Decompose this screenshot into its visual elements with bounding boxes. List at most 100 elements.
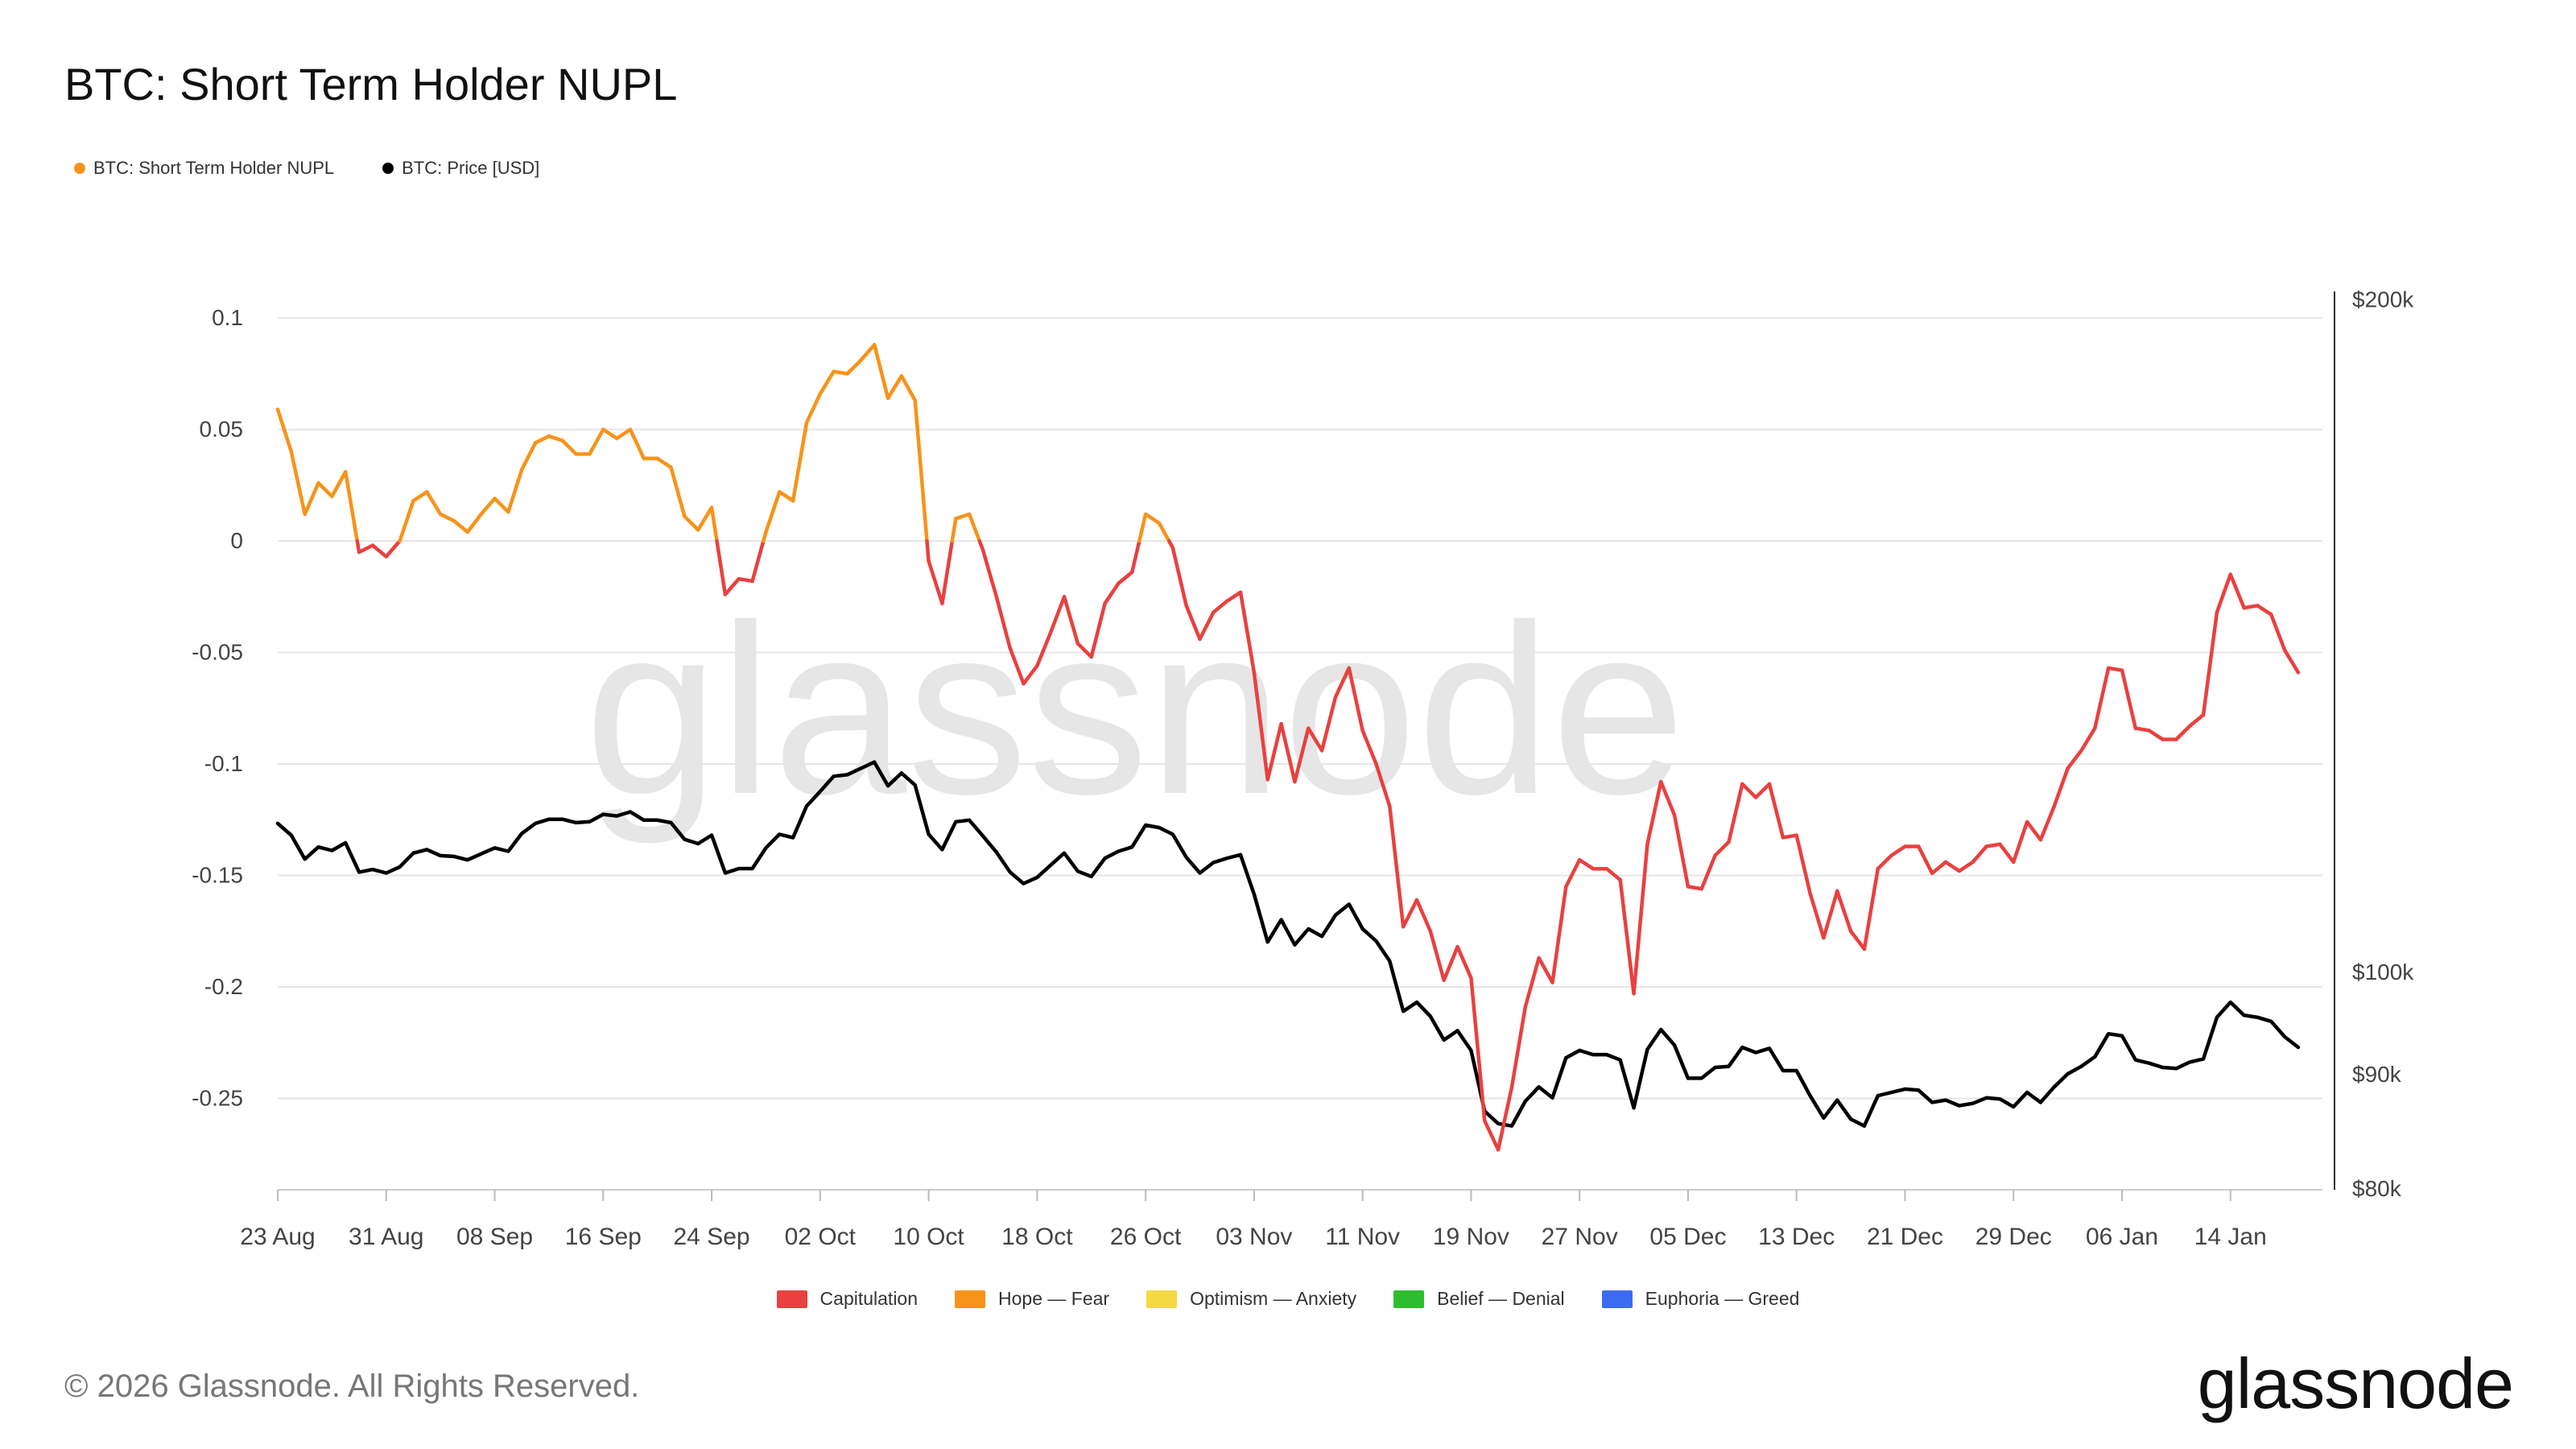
- nupl-segment: [1428, 929, 1446, 982]
- nupl-segment: [1632, 842, 1649, 996]
- nupl-segment: [1971, 844, 1988, 865]
- nupl-segment: [1130, 539, 1141, 575]
- nupl-segment: [994, 595, 1012, 650]
- nupl-segment: [1048, 595, 1067, 634]
- nupl-segment: [778, 489, 795, 503]
- nupl-segment: [1103, 581, 1121, 605]
- legend-item-price[interactable]: BTC: Price [USD]: [382, 158, 539, 179]
- watermark: glassnode: [584, 574, 1686, 846]
- legend-label-nupl: BTC: Short Term Holder NUPL: [93, 158, 335, 178]
- nupl-segment: [1998, 842, 2016, 865]
- nupl-segment: [2093, 666, 2111, 730]
- copyright-text: © 2026 Glassnode. All Rights Reserved.: [64, 1368, 640, 1404]
- nupl-segment: [1645, 779, 1663, 846]
- nupl-segment: [1483, 1118, 1501, 1152]
- nupl-segment: [1740, 782, 1758, 799]
- nupl-segment: [1713, 840, 1731, 857]
- nupl-segment: [1333, 666, 1352, 700]
- nupl-segment: [384, 539, 402, 559]
- nupl-segment: [832, 369, 849, 376]
- nupl-segment: [925, 539, 931, 564]
- nupl-segment: [696, 506, 714, 532]
- nupl-segment: [1862, 866, 1880, 952]
- legend-dot-nupl: [74, 163, 85, 174]
- nupl-segment: [2282, 648, 2301, 675]
- x-tick-label: 03 Nov: [1216, 1224, 1292, 1250]
- nupl-segment: [791, 420, 809, 503]
- y-left-tick-label: 0.1: [212, 305, 243, 330]
- nupl-segment: [2052, 766, 2070, 808]
- nupl-segment: [1727, 782, 1744, 844]
- nupl-segment: [1170, 546, 1188, 608]
- nupl-segment: [1265, 721, 1283, 782]
- nupl-segment: [715, 539, 728, 597]
- legend-dot-price: [382, 163, 394, 174]
- nupl-segment: [886, 374, 904, 400]
- nupl-segment: [465, 512, 483, 535]
- nupl-segment: [2079, 726, 2097, 753]
- glassnode-logo[interactable]: glassnode: [2197, 1344, 2514, 1423]
- nupl-segment: [899, 374, 917, 402]
- zone-euphoria-greed[interactable]: Euphoria — Greed: [1601, 1288, 1800, 1310]
- nupl-segment: [1008, 646, 1026, 686]
- nupl-segment: [655, 456, 673, 469]
- nupl-segment: [2228, 572, 2246, 610]
- nupl-segment: [1455, 944, 1473, 980]
- nupl-segment: [1374, 762, 1392, 808]
- price-series: [275, 760, 2301, 1128]
- axes: [278, 291, 2335, 1191]
- nupl-segment: [1822, 889, 1839, 940]
- y-left-tick-label: -0.1: [204, 751, 243, 776]
- nupl-segment: [1984, 842, 2002, 848]
- nupl-segment: [343, 469, 359, 543]
- zone-label-euphoria-greed: Euphoria — Greed: [1645, 1288, 1800, 1309]
- zone-optimism-anxiety[interactable]: Optimism — Anxiety: [1146, 1288, 1356, 1310]
- nupl-segment: [1753, 782, 1772, 799]
- x-tick-label: 23 Aug: [240, 1224, 315, 1250]
- nupl-segment: [275, 407, 294, 454]
- nupl-segment: [1604, 866, 1622, 882]
- nupl-segment: [1089, 601, 1107, 659]
- nupl-segment: [614, 427, 633, 440]
- x-axis-ticks: 23 Aug 31 Aug 08 Sep 16 Sep 24 Sep 02 Oct 10 O…: [240, 1190, 2267, 1250]
- nupl-segment: [2038, 804, 2057, 842]
- zone-hope-fear[interactable]: Hope — Fear: [955, 1288, 1109, 1310]
- zone-belief-denial[interactable]: Belief — Denial: [1393, 1288, 1565, 1310]
- x-tick-label: 24 Sep: [674, 1224, 750, 1250]
- zone-swatch-euphoria-greed: [1601, 1290, 1633, 1308]
- nupl-segment: [940, 539, 955, 605]
- nupl-segment: [872, 342, 890, 400]
- y-left-tick-label: -0.25: [192, 1086, 243, 1111]
- legend-label-price: BTC: Price [USD]: [402, 158, 540, 178]
- zone-swatch-optimism-anxiety: [1146, 1290, 1178, 1308]
- nupl-segment: [913, 398, 929, 543]
- zone-label-capitulation: Capitulation: [819, 1288, 919, 1309]
- nupl-segment: [1360, 729, 1378, 766]
- nupl-segment: [1930, 860, 1948, 875]
- zone-capitulation[interactable]: Capitulation: [776, 1288, 919, 1310]
- x-tick-label: 19 Nov: [1433, 1224, 1509, 1250]
- y-right-axis-ticks: $200k $100k $90k $80k: [2352, 287, 2414, 1201]
- nupl-segment: [967, 512, 982, 543]
- nupl-segment: [845, 358, 863, 376]
- x-tick-label: 06 Jan: [2086, 1224, 2158, 1250]
- zone-label-optimism-anxiety: Optimism — Anxiety: [1190, 1288, 1357, 1309]
- x-tick-label: 02 Oct: [785, 1224, 857, 1250]
- nupl-segment: [1781, 833, 1798, 840]
- nupl-segment: [533, 434, 551, 445]
- legend-item-nupl[interactable]: BTC: Short Term Holder NUPL: [74, 158, 334, 179]
- nupl-segment: [927, 559, 944, 605]
- nupl-segment: [1957, 860, 1975, 873]
- nupl-segment: [411, 489, 429, 503]
- nupl-segment: [1523, 956, 1541, 1009]
- zone-label-hope-fear: Hope — Fear: [998, 1288, 1110, 1309]
- nupl-segment: [1143, 512, 1162, 526]
- nupl-segment: [750, 539, 766, 584]
- nupl-segment: [2147, 729, 2165, 741]
- nupl-segment: [2201, 610, 2219, 717]
- nupl-segment: [1252, 671, 1269, 782]
- y-right-tick-label: $80k: [2352, 1176, 2402, 1201]
- nupl-segment: [1157, 521, 1171, 543]
- nupl-segment: [1442, 944, 1459, 982]
- nupl-segment: [1917, 844, 1934, 875]
